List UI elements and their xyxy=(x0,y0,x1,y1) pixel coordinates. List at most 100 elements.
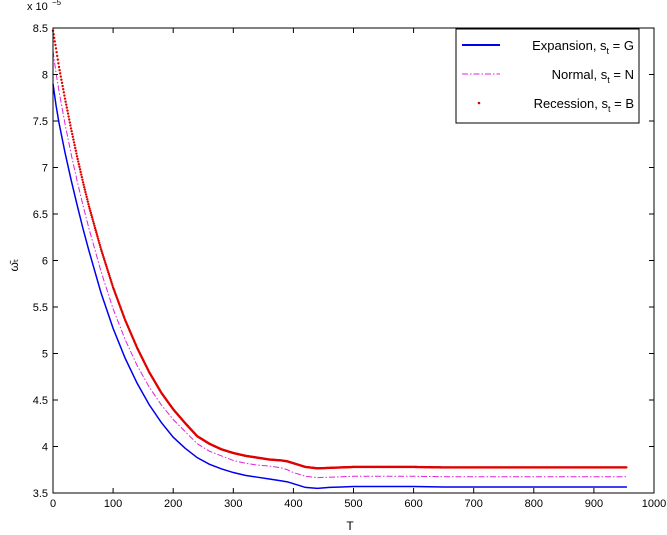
series-recession-point xyxy=(103,259,106,262)
series-recession-point xyxy=(65,103,68,106)
x-tick-label: 1000 xyxy=(642,498,666,510)
series-recession-point xyxy=(90,213,93,217)
x-tick-label: 500 xyxy=(344,498,362,510)
y-tick-label: 6.5 xyxy=(33,209,48,221)
series-recession-point xyxy=(84,190,87,194)
series-recession-point xyxy=(105,265,108,268)
y-tick-label: 8 xyxy=(42,70,48,82)
x-axis-title: T xyxy=(346,519,354,533)
series-recession-point xyxy=(109,278,112,282)
y-tick-label: 5 xyxy=(42,349,48,361)
series-recession-point xyxy=(83,188,87,191)
series-recession-point xyxy=(71,135,75,139)
series-recession-point xyxy=(62,91,66,94)
series-recession-point xyxy=(73,143,76,147)
series-recession-point xyxy=(107,272,111,276)
series-recession-point xyxy=(78,168,82,171)
series-recession-point xyxy=(85,195,88,199)
x-tick-label: 800 xyxy=(525,498,543,510)
axis-ticks: 0 100 200 300 400 500 600 700 800 900 1000 3.5 4 4.5 5… xyxy=(33,23,667,510)
series-recession-point xyxy=(79,170,82,174)
series-recession-point xyxy=(108,276,112,280)
series-recession-point xyxy=(60,81,64,85)
legend-label-subscript: t xyxy=(607,46,610,56)
y-tick-label: 3.5 xyxy=(33,488,48,500)
x-tick-label: 700 xyxy=(465,498,483,510)
legend-label-suffix: = G xyxy=(609,38,634,53)
series-recession-point xyxy=(110,280,113,283)
legend-entry: Recession, st = B xyxy=(477,96,634,114)
legend-label: Normal, st = N xyxy=(552,67,634,85)
series-recession-point xyxy=(53,40,56,43)
series-recession-point xyxy=(98,243,102,247)
series-recession-point xyxy=(106,269,109,272)
series-recession-point xyxy=(101,251,104,255)
series-recession-point xyxy=(72,138,75,141)
y-tick-label: 7 xyxy=(42,163,48,175)
series-recession-point xyxy=(63,94,66,97)
series-recession-point xyxy=(82,183,85,186)
series-recession-point xyxy=(83,186,86,189)
x-tick-label: 900 xyxy=(585,498,603,510)
series-recession-point xyxy=(108,274,111,278)
series-normal-line xyxy=(52,51,627,479)
legend-swatch xyxy=(477,101,481,105)
series-recession-point xyxy=(99,248,103,251)
series-recession-point xyxy=(64,100,67,103)
series-recession-point xyxy=(71,132,74,136)
y-tick-label: 5.5 xyxy=(33,302,48,314)
x-tick-label: 600 xyxy=(404,498,422,510)
y-tick-label: 4 xyxy=(42,442,48,454)
series-recession-point xyxy=(99,246,102,249)
series-recession-point xyxy=(75,152,78,155)
series-recession-point xyxy=(60,78,63,81)
series-recession-point xyxy=(92,222,96,225)
series-recession-point xyxy=(93,226,97,230)
series-recession-point xyxy=(87,205,91,208)
series-recession-point xyxy=(95,233,99,236)
series-recession-point xyxy=(57,65,61,69)
series-recession-point xyxy=(95,231,98,234)
series-recession-point xyxy=(104,263,108,266)
series-recession-point xyxy=(105,267,109,270)
series-recession-point xyxy=(58,69,61,72)
x-tick-label: 0 xyxy=(50,498,56,510)
series-recession-point xyxy=(100,250,103,253)
series-recession-point xyxy=(67,115,70,118)
series-recession-point xyxy=(59,75,63,78)
series-recession-point xyxy=(55,50,58,54)
series-recession-point xyxy=(96,235,99,238)
y-axis-multiplier: x 10 −5 xyxy=(27,0,62,13)
series-recession-point xyxy=(92,220,95,223)
series-expansion-line xyxy=(52,83,627,490)
series-recession-point xyxy=(91,218,94,221)
series-recession-point xyxy=(87,202,90,206)
series-recession-point xyxy=(59,72,62,75)
series-recession-point xyxy=(102,255,105,259)
series-recession-point xyxy=(89,209,92,213)
series-recession-point xyxy=(77,160,80,163)
series-recession-point xyxy=(65,106,69,109)
series-recession-point xyxy=(66,112,70,115)
y-tick-label: 8.5 xyxy=(33,23,48,35)
series-recession-point xyxy=(69,127,73,130)
legend-label-subscript: t xyxy=(608,104,611,114)
legend-label-main: Expansion, s xyxy=(532,38,607,53)
series-recession-point xyxy=(94,228,97,232)
series-recession-point xyxy=(53,36,56,40)
legend-label-subscript: t xyxy=(607,75,610,85)
series-recession-point xyxy=(56,54,59,58)
series-recession-point xyxy=(101,253,105,257)
series-recession-point xyxy=(107,271,110,274)
series-recession-point xyxy=(96,237,100,240)
series-recession-point xyxy=(89,211,93,215)
series-recession-point xyxy=(102,257,106,261)
series-recession-point xyxy=(90,216,94,219)
series-recession-point xyxy=(80,173,83,176)
legend-label: Expansion, st = G xyxy=(532,38,634,56)
legend-label-main: Recession, s xyxy=(534,96,609,111)
y-axis-multiplier-base: x 10 xyxy=(27,1,48,13)
series-recession-point xyxy=(84,193,88,196)
